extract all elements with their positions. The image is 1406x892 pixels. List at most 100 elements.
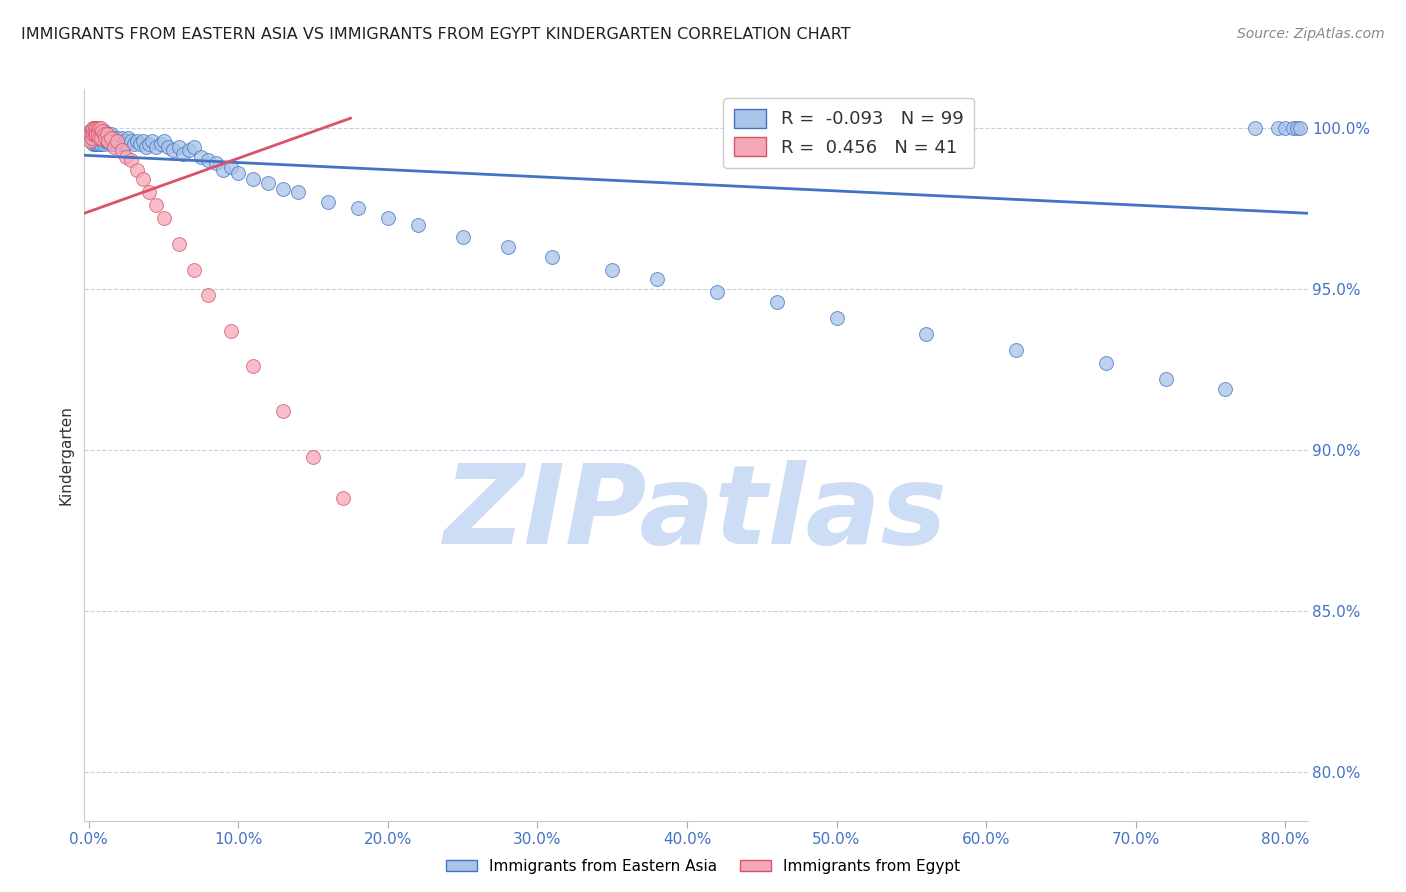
Point xyxy=(1005,343,1028,358)
Point xyxy=(135,140,157,154)
Point xyxy=(271,404,294,418)
Point xyxy=(316,194,339,209)
Point xyxy=(138,186,160,200)
Point xyxy=(1286,120,1309,135)
Point xyxy=(141,134,163,148)
Point xyxy=(94,130,117,145)
Point xyxy=(83,124,105,138)
Point xyxy=(89,120,111,135)
Point xyxy=(80,128,103,142)
Point xyxy=(377,211,399,225)
Point xyxy=(242,359,264,374)
Point xyxy=(645,272,668,286)
Point xyxy=(105,130,128,145)
Point xyxy=(1281,120,1303,135)
Point xyxy=(104,136,127,151)
Point xyxy=(82,120,104,135)
Point xyxy=(287,186,309,200)
Point xyxy=(94,128,117,142)
Point xyxy=(90,130,112,145)
Point xyxy=(105,134,128,148)
Point xyxy=(89,136,111,151)
Legend: Immigrants from Eastern Asia, Immigrants from Egypt: Immigrants from Eastern Asia, Immigrants… xyxy=(440,853,966,880)
Point xyxy=(1154,372,1177,386)
Point xyxy=(145,198,167,212)
Point xyxy=(93,128,115,142)
Point xyxy=(219,324,242,338)
Point xyxy=(125,134,148,148)
Point xyxy=(86,124,108,138)
Point xyxy=(128,136,150,151)
Point xyxy=(97,128,120,142)
Point xyxy=(82,136,104,151)
Point xyxy=(1289,120,1312,135)
Y-axis label: Kindergarten: Kindergarten xyxy=(58,405,73,505)
Point xyxy=(100,130,122,145)
Point xyxy=(111,130,134,145)
Point xyxy=(86,128,108,142)
Point xyxy=(145,140,167,154)
Point xyxy=(205,156,228,170)
Point xyxy=(541,250,564,264)
Point xyxy=(120,153,142,167)
Point xyxy=(228,166,250,180)
Point xyxy=(212,162,235,177)
Point xyxy=(86,136,108,151)
Point xyxy=(197,288,219,302)
Point xyxy=(83,136,105,151)
Point xyxy=(100,134,122,148)
Point xyxy=(162,144,184,158)
Point xyxy=(91,124,114,138)
Point xyxy=(152,134,174,148)
Point xyxy=(120,134,142,148)
Point xyxy=(172,146,194,161)
Point xyxy=(93,136,115,151)
Text: Source: ZipAtlas.com: Source: ZipAtlas.com xyxy=(1237,27,1385,41)
Point xyxy=(111,144,134,158)
Point xyxy=(83,130,105,145)
Point xyxy=(149,136,172,151)
Point xyxy=(1094,356,1116,370)
Point xyxy=(496,240,519,254)
Point xyxy=(1244,120,1267,135)
Point xyxy=(157,140,180,154)
Point xyxy=(112,136,135,151)
Point xyxy=(257,176,280,190)
Point xyxy=(177,144,200,158)
Point xyxy=(86,120,108,135)
Point xyxy=(1274,120,1296,135)
Point xyxy=(97,134,120,148)
Point xyxy=(138,136,160,151)
Point xyxy=(125,162,148,177)
Point xyxy=(110,136,132,151)
Point xyxy=(90,130,112,145)
Point xyxy=(115,150,138,164)
Point xyxy=(96,128,118,142)
Point xyxy=(82,124,104,138)
Point xyxy=(93,124,115,138)
Legend: R =  -0.093   N = 99, R =  0.456   N = 41: R = -0.093 N = 99, R = 0.456 N = 41 xyxy=(723,98,974,168)
Point xyxy=(765,294,787,309)
Point xyxy=(114,134,136,148)
Point xyxy=(167,140,190,154)
Point xyxy=(82,128,104,142)
Point xyxy=(825,310,848,325)
Point xyxy=(90,124,112,138)
Point xyxy=(80,124,103,138)
Point xyxy=(87,120,110,135)
Point xyxy=(83,120,105,135)
Point xyxy=(96,134,118,148)
Point xyxy=(115,136,138,151)
Point xyxy=(79,124,101,138)
Point xyxy=(87,136,110,151)
Point xyxy=(131,172,153,186)
Point xyxy=(97,134,120,148)
Point xyxy=(101,130,124,145)
Point xyxy=(89,130,111,145)
Point xyxy=(103,134,125,148)
Point xyxy=(94,134,117,148)
Point xyxy=(451,230,474,244)
Point xyxy=(89,124,111,138)
Point xyxy=(87,124,110,138)
Point xyxy=(332,491,354,506)
